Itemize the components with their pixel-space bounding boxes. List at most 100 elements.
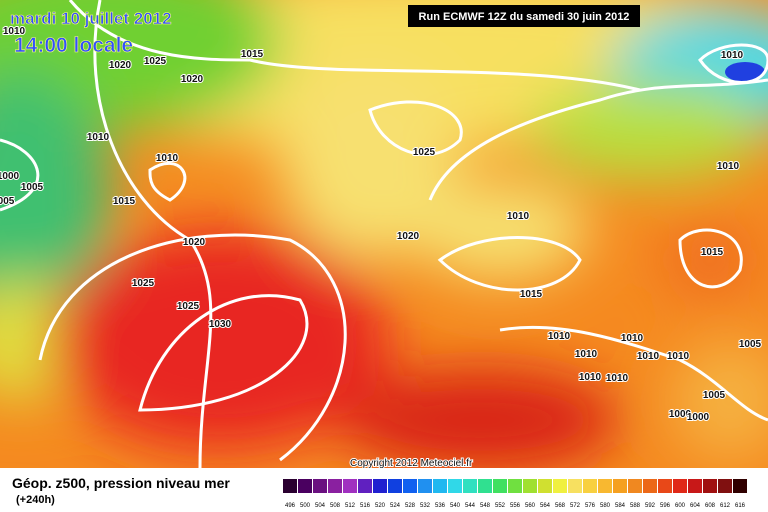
scale-label: 552: [495, 503, 506, 509]
scale-label: 504: [315, 503, 326, 509]
scale-label: 512: [345, 503, 356, 509]
isobar-label: 1025: [413, 147, 436, 158]
scale-label: 532: [420, 503, 431, 509]
isobar-label: 1010: [156, 153, 179, 164]
scale-swatch: [598, 479, 612, 493]
scale-swatch: [298, 479, 312, 493]
isobar-label: 1025: [144, 56, 167, 67]
isobar-label: 1015: [520, 289, 543, 300]
scale-label: 500: [300, 503, 311, 509]
isobar-label: 1010: [87, 132, 110, 143]
isobar-label: 1020: [397, 231, 420, 242]
scale-label: 608: [705, 503, 716, 509]
isobar-label: 1010: [3, 26, 26, 37]
scale-swatch: [478, 479, 492, 493]
isobar-label: 1005: [703, 390, 726, 401]
scale-label: 524: [390, 503, 401, 509]
isobar-label: 1010: [606, 373, 629, 384]
copyright: Copyright 2012 Meteociel.fr: [350, 458, 473, 469]
scale-swatch: [538, 479, 552, 493]
scale-swatch: [643, 479, 657, 493]
isobar-label: 005: [0, 196, 15, 207]
isobar-label: 1005: [739, 339, 762, 350]
scale-swatch: [718, 479, 732, 493]
scale-swatch: [688, 479, 702, 493]
scale-label: 572: [570, 503, 581, 509]
scale-label: 612: [720, 503, 731, 509]
scale-swatch: [703, 479, 717, 493]
legend-title: Géop. z500, pression niveau mer: [12, 475, 230, 491]
field: [0, 0, 768, 468]
scale-swatch: [613, 479, 627, 493]
scale-label: 604: [690, 503, 701, 509]
isobar-label: 1000: [0, 171, 20, 182]
isobar-label: 1010: [579, 372, 602, 383]
scale-label: 568: [555, 503, 566, 509]
isobar-label: 1010: [621, 333, 644, 344]
isobar-label: 1010: [548, 331, 571, 342]
isobar-label: 1005: [21, 182, 44, 193]
isobar-label: 1025: [132, 278, 155, 289]
isobar-label: 1015: [113, 196, 136, 207]
scale-label: 544: [465, 503, 476, 509]
scale-swatch: [508, 479, 522, 493]
isobar-label: 1030: [209, 319, 232, 330]
date: mardi 10 juillet 2012: [10, 9, 172, 28]
lead-time: (+240h): [16, 494, 55, 506]
scale-label: 496: [285, 503, 296, 509]
scale-swatch: [313, 479, 327, 493]
scale-label: 516: [360, 503, 371, 509]
color-scale: 496 500 504 508 512 516 520 524 528 532 536 540 544 5…: [283, 479, 747, 509]
isobar-label: 1010: [575, 349, 598, 360]
time: 14:00 locale: [14, 34, 133, 57]
isobar-label: 1000: [669, 409, 692, 420]
scale-label: 596: [660, 503, 671, 509]
isobar-label: 1000: [687, 412, 710, 423]
scale-swatch: [673, 479, 687, 493]
isobar-label: 1025: [177, 301, 200, 312]
isobar-label: 1010: [507, 211, 530, 222]
scale-label: 556: [510, 503, 521, 509]
scale-swatch: [628, 479, 642, 493]
scale-swatch: [418, 479, 432, 493]
scale-swatch: [343, 479, 357, 493]
scale-swatch: [328, 479, 342, 493]
isobar-label: 1020: [183, 237, 206, 248]
scale-label: 548: [480, 503, 491, 509]
scale-swatch: [433, 479, 447, 493]
scale-label: 540: [450, 503, 461, 509]
isobar-label: 1010: [667, 351, 690, 362]
scale-swatch: [373, 479, 387, 493]
scale-label: 508: [330, 503, 341, 509]
scale-label: 580: [600, 503, 611, 509]
scale-label: 560: [525, 503, 536, 509]
run-box: [408, 5, 640, 27]
scale-label: 536: [435, 503, 446, 509]
isobar-label: 1015: [701, 247, 724, 258]
scale-label: 592: [645, 503, 656, 509]
scale-swatch: [448, 479, 462, 493]
scale-label: 584: [615, 503, 626, 509]
isobar-label: 1010: [721, 50, 744, 61]
scale-label: 616: [735, 503, 746, 509]
scale-swatch: [463, 479, 477, 493]
scale-label: 528: [405, 503, 416, 509]
scale-swatch: [568, 479, 582, 493]
scale-swatch: [388, 479, 402, 493]
scale-swatch: [658, 479, 672, 493]
scale-swatch: [583, 479, 597, 493]
scale-swatch: [493, 479, 507, 493]
scale-label: 576: [585, 503, 596, 509]
scale-swatch: [358, 479, 372, 493]
scale-label: 520: [375, 503, 386, 509]
isobar-label: 1010: [717, 161, 740, 172]
scale-swatch: [403, 479, 417, 493]
isobar-label: 1010: [637, 351, 660, 362]
isobar-label: 1020: [109, 60, 132, 71]
scale-label: 588: [630, 503, 641, 509]
scale-swatch: [553, 479, 567, 493]
scale-swatch: [733, 479, 747, 493]
isobar-label: 1015: [241, 49, 264, 60]
